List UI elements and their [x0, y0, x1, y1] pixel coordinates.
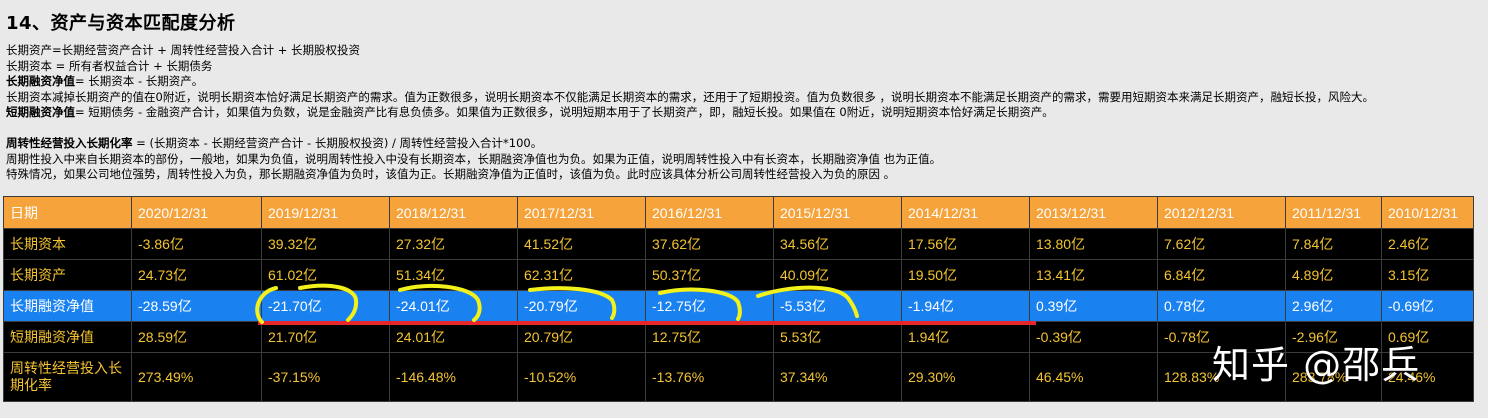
table-row: 长期资本 -3.86亿 39.32亿 27.32亿 41.52亿 37.62亿 … [3, 228, 1474, 260]
table-cell: 283.78% [1285, 352, 1382, 402]
note-line-4: 长期资本减掉长期资产的值在0附近，说明长期资本恰好满足长期资产的需求。值为正数很… [6, 89, 1374, 104]
table-row-highlighted: 长期融资净值 -28.59亿 -21.70亿 -24.01亿 -20.79亿 -… [3, 290, 1474, 322]
table-cell: 27.32亿 [389, 228, 518, 260]
table-cell: 62.31亿 [517, 259, 646, 291]
table-cell: 6.84亿 [1157, 259, 1286, 291]
definitions-notes: 长期资产=长期经营资产合计 + 周转性经营投入合计 + 长期股权投资 长期资本 … [6, 43, 1476, 183]
header-cell: 2019/12/31 [261, 196, 390, 229]
header-cell: 2014/12/31 [901, 196, 1030, 229]
table-cell: -20.79亿 [517, 290, 646, 322]
table-cell: -146.48% [389, 352, 518, 402]
table-cell: -28.59亿 [131, 290, 262, 322]
table-cell: 24.01亿 [389, 321, 518, 353]
table-cell: 21.70亿 [261, 321, 390, 353]
table-cell: 13.80亿 [1029, 228, 1158, 260]
note-line-7: 周期性投入中来自长期资本的部份，一般地，如果为负值，说明周转性投入中没有长期资本… [6, 151, 942, 166]
note-text: = 长期资本 - 长期资产。 [75, 74, 204, 88]
table-cell: 12.75亿 [645, 321, 774, 353]
table-cell: -5.53亿 [773, 290, 902, 322]
table-cell: 2.46亿 [1381, 228, 1474, 260]
header-cell: 2018/12/31 [389, 196, 518, 229]
table-cell: 2.96亿 [1285, 290, 1382, 322]
table-cell: -24.01亿 [389, 290, 518, 322]
note-text: = (长期资本 - 长期经营资产合计 - 长期股权投资) / 周转性经营投入合计… [132, 136, 543, 150]
header-cell: 2013/12/31 [1029, 196, 1158, 229]
table-cell: 51.34亿 [389, 259, 518, 291]
row-label: 长期融资净值 [3, 290, 132, 322]
header-cell: 2012/12/31 [1157, 196, 1286, 229]
table-cell: 3.15亿 [1381, 259, 1474, 291]
header-cell: 2011/12/31 [1285, 196, 1382, 229]
table-cell: -13.76% [645, 352, 774, 402]
table-cell: 13.41亿 [1029, 259, 1158, 291]
table-cell: -0.78亿 [1157, 321, 1286, 353]
note-term: 短期融资净值 [6, 105, 75, 119]
table-cell: 17.56亿 [901, 228, 1030, 260]
table-cell: 50.37亿 [645, 259, 774, 291]
table-cell: -3.86亿 [131, 228, 262, 260]
table-cell: 29.30% [901, 352, 1030, 402]
table-cell: 61.02亿 [261, 259, 390, 291]
table-header-row: 日期 2020/12/31 2019/12/31 2018/12/31 2017… [3, 196, 1474, 229]
table-cell: -0.69亿 [1381, 290, 1474, 322]
table-cell: -12.75亿 [645, 290, 774, 322]
table-cell: -37.15% [261, 352, 390, 402]
note-line-1: 长期资产=长期经营资产合计 + 周转性经营投入合计 + 长期股权投资 [6, 43, 361, 57]
table-cell: -10.52% [517, 352, 646, 402]
table-cell: 7.84亿 [1285, 228, 1382, 260]
table-cell: -1.94亿 [901, 290, 1030, 322]
page-title: 14、资产与资本匹配度分析 [6, 13, 236, 34]
row-label: 长期资产 [3, 259, 132, 291]
table-row: 长期资产 24.73亿 61.02亿 51.34亿 62.31亿 50.37亿 … [3, 259, 1474, 291]
table-cell: 37.62亿 [645, 228, 774, 260]
table-cell: -0.39亿 [1029, 321, 1158, 353]
table-cell: 0.78亿 [1157, 290, 1286, 322]
row-label: 长期资本 [3, 228, 132, 260]
note-term: 周转性经营投入长期化率 [6, 136, 133, 150]
row-label: 周转性经营投入长期化率 [3, 352, 132, 402]
watermark: 知乎 @邵兵 [1212, 343, 1421, 387]
table-cell: 128.83% [1157, 352, 1286, 402]
table-cell: 273.49% [131, 352, 262, 402]
table-cell: 41.52亿 [517, 228, 646, 260]
note-line-6: 周转性经营投入长期化率 = (长期资本 - 长期经营资产合计 - 长期股权投资)… [6, 136, 1476, 152]
table-cell: 46.45% [1029, 352, 1158, 402]
table-cell: 24.46% [1381, 352, 1474, 402]
row-label: 短期融资净值 [3, 321, 132, 353]
header-cell: 2015/12/31 [773, 196, 902, 229]
note-term: 长期融资净值 [6, 74, 75, 88]
table-row: 周转性经营投入长期化率 273.49% -37.15% -146.48% -10… [3, 352, 1474, 402]
table-cell: 20.79亿 [517, 321, 646, 353]
table-cell: 34.56亿 [773, 228, 902, 260]
note-line-5: 短期融资净值= 短期债务 - 金融资产合计，如果值为负数，说是金融资产比有息负债… [6, 105, 1476, 121]
table-cell: 1.94亿 [901, 321, 1030, 353]
table-cell: 37.34% [773, 352, 902, 402]
table-cell: 7.62亿 [1157, 228, 1286, 260]
header-cell: 2020/12/31 [131, 196, 262, 229]
note-line-3: 长期融资净值= 长期资本 - 长期资产。 [6, 74, 1476, 90]
note-line-8: 特殊情况，如果公司地位强势，周转性投入为负，那长期融资净值为负时，该值为正。长期… [6, 167, 896, 181]
table-cell: 28.59亿 [131, 321, 262, 353]
table-cell: 4.89亿 [1285, 259, 1382, 291]
header-cell: 日期 [3, 196, 132, 229]
table-cell: -21.70亿 [261, 290, 390, 322]
table-cell: 24.73亿 [131, 259, 262, 291]
note-text: = 短期债务 - 金融资产合计，如果值为负数，说是金融资产比有息负债多。如果值为… [75, 105, 1054, 119]
table-cell: 39.32亿 [261, 228, 390, 260]
header-cell: 2010/12/31 [1381, 196, 1474, 229]
header-cell: 2017/12/31 [517, 196, 646, 229]
table-cell: 5.53亿 [773, 321, 902, 353]
table-cell: 0.39亿 [1029, 290, 1158, 322]
header-cell: 2016/12/31 [645, 196, 774, 229]
table-cell: 40.09亿 [773, 259, 902, 291]
table-cell: 19.50亿 [901, 259, 1030, 291]
note-line-2: 长期资本 = 所有者权益合计 + 长期债务 [6, 58, 213, 73]
